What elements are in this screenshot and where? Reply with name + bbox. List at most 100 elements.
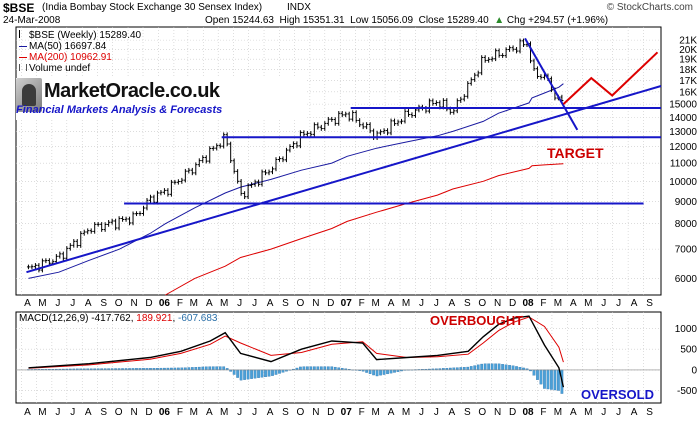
month-tick-label: O	[115, 298, 123, 309]
macd-histogram-bar	[310, 367, 312, 370]
up-triangle-icon: ▲	[494, 15, 504, 26]
month-tick-label: M	[38, 298, 46, 309]
month-tick-label: N	[312, 407, 319, 418]
macd-histogram-bar	[372, 370, 374, 375]
macd-histogram-bar	[505, 365, 507, 370]
macd-histogram-bar	[474, 366, 476, 370]
brand-label[interactable]: © StockCharts.com	[607, 2, 693, 13]
macd-tick-label: 500	[680, 345, 697, 356]
macd-histogram-bar	[547, 370, 549, 389]
price-tick-label: 9000	[675, 197, 698, 208]
month-tick-label: S	[646, 298, 653, 309]
macd-histogram-bar	[250, 370, 252, 379]
macd-histogram-bar	[299, 367, 301, 370]
macd-histogram-bar	[508, 365, 510, 370]
month-tick-label: J	[434, 407, 439, 418]
marketoracle-logo: MarketOracle.co.uk Financial Markets Ana…	[16, 78, 306, 120]
signal-value: 189.921	[136, 313, 172, 324]
macd-histogram-bar	[484, 364, 486, 370]
month-tick-label: M	[402, 298, 410, 309]
macd-histogram-bar	[240, 370, 242, 380]
macd-histogram-bar	[247, 370, 249, 379]
month-tick-label: A	[24, 407, 31, 418]
macd-histogram-bar	[463, 367, 465, 370]
month-tick-label: A	[206, 407, 213, 418]
macd-histogram-bar	[519, 367, 521, 370]
month-tick-label: M	[402, 407, 410, 418]
macd-histogram-bar	[177, 368, 179, 370]
macd-label: MACD(12,26,9)	[19, 313, 88, 324]
price-tick-label: 21K	[679, 36, 697, 47]
month-tick-label: M	[190, 407, 198, 418]
month-tick-label: A	[448, 407, 455, 418]
month-tick-label: A	[570, 407, 577, 418]
macd-histogram-bar	[219, 367, 221, 370]
month-tick-label: F	[359, 407, 365, 418]
month-tick-label: S	[282, 298, 289, 309]
macd-histogram-bar	[512, 366, 514, 370]
macd-histogram-bar	[222, 367, 224, 370]
month-tick-label: N	[494, 298, 501, 309]
low-value: 15056.09	[371, 15, 413, 26]
macd-histogram-bar	[233, 370, 235, 375]
macd-histogram-bar	[557, 370, 559, 391]
high-value: 15351.31	[303, 15, 345, 26]
macd-histogram-bar	[236, 370, 238, 378]
month-tick-label: A	[267, 407, 274, 418]
month-tick-label: M	[584, 407, 592, 418]
month-tick-label: M	[220, 407, 228, 418]
month-tick-label: D	[327, 298, 334, 309]
month-tick-label: J	[252, 407, 257, 418]
month-tick-label: O	[478, 298, 486, 309]
month-tick-label: S	[464, 407, 471, 418]
macd-histogram-bar	[487, 364, 489, 370]
month-tick-label: F	[177, 298, 183, 309]
macd-histogram-bar	[264, 370, 266, 377]
price-legend: $BSE (Weekly) 15289.40 MA(50) 16697.84 M…	[19, 30, 141, 74]
macd-histogram-bar	[188, 368, 190, 370]
macd-histogram-bar	[268, 370, 270, 376]
macd-histogram-bar	[515, 366, 517, 369]
month-tick-label: A	[631, 298, 638, 309]
month-tick-label: N	[312, 298, 319, 309]
month-tick-label: N	[130, 298, 137, 309]
month-tick-label: S	[100, 298, 107, 309]
month-tick-label: O	[297, 298, 305, 309]
macd-histogram-bar	[540, 370, 542, 384]
month-tick-label: S	[282, 407, 289, 418]
symbol-description: (India Bombay Stock Exchange 30 Sensex I…	[42, 2, 262, 13]
macd-histogram-bar	[550, 370, 552, 390]
chg-value: +294.57 (+1.96%)	[528, 15, 608, 26]
macd-histogram-bar	[533, 370, 535, 375]
histogram-value: -607.683	[178, 313, 217, 324]
month-tick-label: F	[177, 407, 183, 418]
macd-histogram-bar	[480, 364, 482, 370]
chg-label: Chg	[507, 15, 525, 26]
month-tick-label: A	[570, 298, 577, 309]
macd-histogram-bar	[393, 370, 395, 373]
macd-legend: MACD(12,26,9) -417.762, 189.921, -607.68…	[19, 313, 218, 324]
macd-histogram-bar	[501, 364, 503, 370]
month-tick-label: 08	[522, 407, 534, 418]
price-tick-label: 16K	[679, 87, 697, 98]
macd-histogram-bar	[198, 367, 200, 370]
price-tick-label: 6000	[675, 274, 698, 285]
month-tick-label: O	[478, 407, 486, 418]
month-tick-label: M	[371, 298, 379, 309]
ohlc-readout: Open 15244.63 High 15351.31 Low 15056.09…	[205, 15, 608, 26]
macd-tick-label: 1000	[675, 324, 698, 335]
month-tick-label: O	[297, 407, 305, 418]
month-tick-label: 07	[341, 407, 353, 418]
month-tick-label: A	[388, 298, 395, 309]
month-tick-label: D	[145, 407, 152, 418]
price-tick-label: 13000	[669, 127, 697, 138]
macd-histogram-bar	[303, 367, 305, 370]
month-tick-label: 07	[341, 298, 353, 309]
macd-histogram-bar	[554, 370, 556, 390]
price-tick-label: 10000	[669, 177, 697, 188]
macd-histogram-bar	[491, 364, 493, 370]
month-tick-label: F	[540, 407, 546, 418]
month-tick-label: J	[616, 407, 621, 418]
macd-histogram-bar	[460, 367, 462, 369]
macd-histogram-bar	[282, 370, 284, 372]
